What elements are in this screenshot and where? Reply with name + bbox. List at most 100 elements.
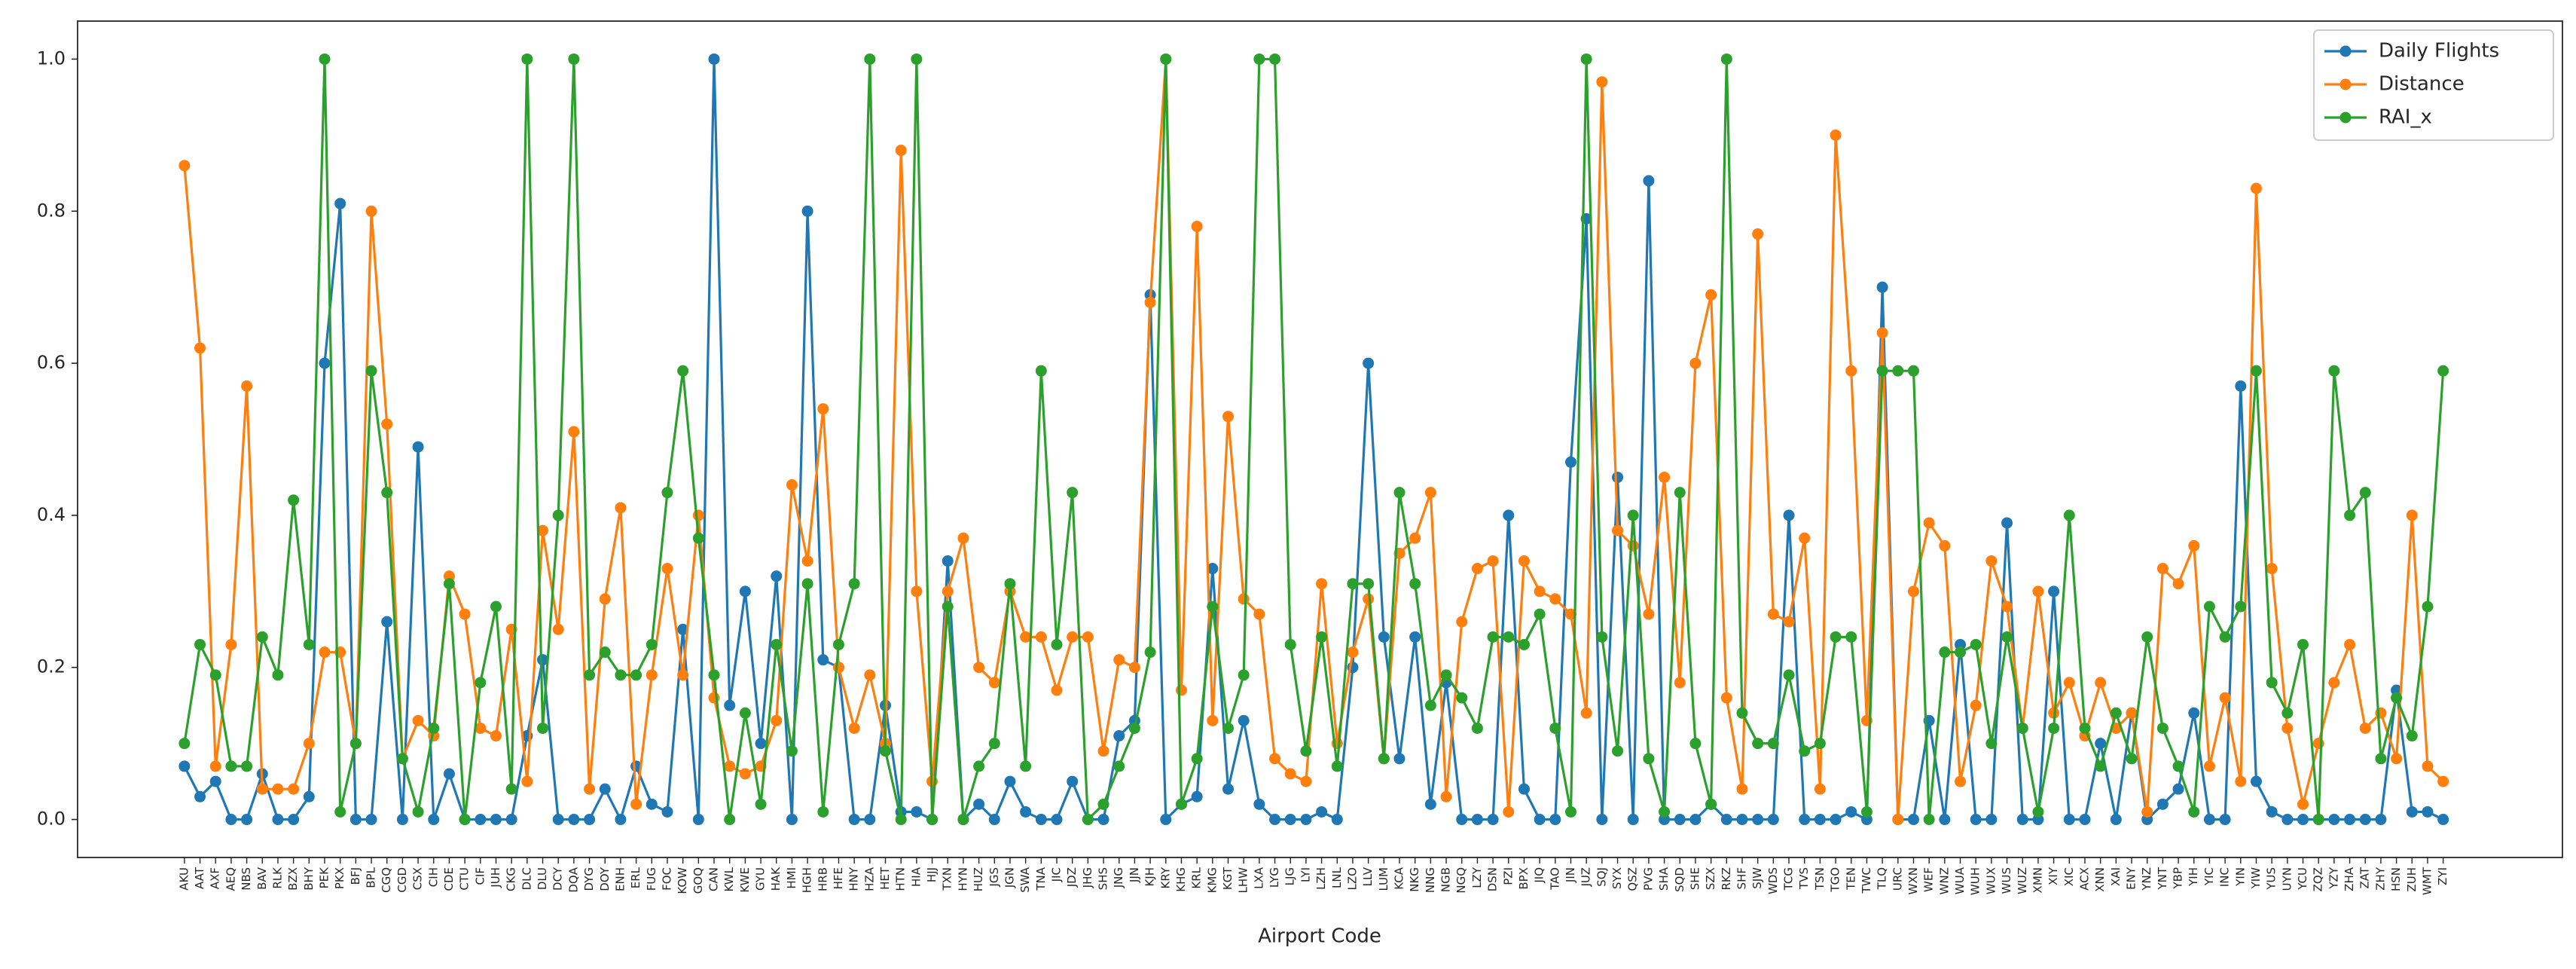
series-marker <box>1347 647 1359 659</box>
series-marker <box>303 790 315 802</box>
x-tick-label: KRL <box>1190 867 1204 888</box>
series-marker <box>1876 365 1888 377</box>
series-marker <box>739 707 751 719</box>
series-marker <box>2079 722 2091 734</box>
x-tick-label: DLC <box>520 867 533 890</box>
series-marker <box>1627 509 1639 521</box>
series-marker <box>2281 814 2294 826</box>
series-marker <box>1300 745 1312 757</box>
series-marker <box>1720 814 1732 826</box>
series-marker <box>2156 563 2169 575</box>
series-marker <box>786 745 798 757</box>
x-tick-label: XAI <box>2109 867 2123 886</box>
series-marker <box>1845 365 1857 377</box>
series-marker <box>319 647 331 659</box>
x-tick-label: HYN <box>956 867 969 891</box>
series-marker <box>2188 540 2200 552</box>
series-marker <box>1612 471 1624 483</box>
series-marker <box>1020 805 1032 818</box>
x-tick-label: WMT <box>2420 867 2434 895</box>
series-marker <box>708 53 720 65</box>
x-tick-label: DQA <box>566 867 580 892</box>
series-marker <box>334 805 346 818</box>
series-marker <box>1113 730 1125 742</box>
series-marker <box>1160 814 1172 826</box>
x-tick-label: TWC <box>1860 867 1873 894</box>
x-tick-label: INC <box>2218 867 2232 887</box>
x-tick-label: LZO <box>1345 867 1359 890</box>
plot-frame <box>77 20 2563 858</box>
x-tick-label: DOY <box>598 867 612 891</box>
series-marker <box>2406 805 2418 818</box>
x-tick-label: JIQ <box>1533 867 1546 884</box>
series-marker <box>724 699 736 711</box>
series-marker <box>2219 631 2231 643</box>
series-marker <box>1144 296 1156 308</box>
series-marker <box>475 814 487 826</box>
series-marker <box>1316 578 1328 590</box>
series-marker <box>1207 601 1219 613</box>
x-tick-label: JDZ <box>1065 867 1079 888</box>
series-marker <box>1393 753 1406 765</box>
series-marker <box>2266 677 2278 689</box>
series-marker <box>1347 578 1359 590</box>
series-marker <box>1035 631 1047 643</box>
x-tick-label: ZHY <box>2373 867 2387 891</box>
legend-label: Distance <box>2379 73 2465 96</box>
x-tick-label: NGQ <box>1454 867 1468 894</box>
x-tick-label: WUH <box>1969 867 1982 895</box>
x-tick-label: KRY <box>1158 867 1172 888</box>
series-marker <box>864 669 876 681</box>
x-tick-label: FUG <box>645 867 658 891</box>
series-marker <box>1082 631 1094 643</box>
series-marker <box>194 342 206 354</box>
series-marker <box>771 714 783 726</box>
series-marker <box>1363 593 1375 605</box>
series-marker <box>1549 593 1561 605</box>
series-marker <box>584 669 596 681</box>
series-marker <box>1814 783 1826 795</box>
series-marker <box>1004 578 1016 590</box>
series-marker <box>911 585 923 598</box>
x-tick-label: ERL <box>629 867 642 888</box>
series-marker <box>2095 677 2107 689</box>
x-tick-label: BZX <box>286 867 300 891</box>
x-tick-label: SHS <box>1097 867 1110 890</box>
series-marker <box>396 814 408 826</box>
series-marker <box>1939 647 1951 659</box>
series-marker <box>1674 677 1686 689</box>
series-marker <box>1097 814 1109 826</box>
series-marker <box>1316 805 1328 818</box>
series-marker <box>365 205 377 217</box>
series-marker <box>817 805 829 818</box>
series-marker <box>1253 53 1265 65</box>
x-tick-label: KWL <box>722 867 736 891</box>
x-tick-label: CGQ <box>380 867 393 893</box>
series-marker <box>1051 638 1063 650</box>
series-marker <box>2095 760 2107 772</box>
series-marker <box>1067 487 1079 499</box>
series-marker <box>179 160 191 172</box>
series-marker <box>2312 814 2324 826</box>
series-marker <box>2328 677 2340 689</box>
series-marker <box>381 418 393 430</box>
series-marker <box>1363 357 1375 369</box>
series-marker <box>412 441 424 453</box>
series-marker <box>209 775 221 787</box>
series-marker <box>349 738 362 750</box>
x-tick-label: HNY <box>847 867 861 891</box>
series-marker <box>1783 669 1795 681</box>
series-marker <box>1860 805 1872 818</box>
series-line <box>183 59 2444 820</box>
series-marker <box>365 814 377 826</box>
series-marker <box>2250 365 2262 377</box>
series-marker <box>895 145 907 157</box>
series-marker <box>848 578 860 590</box>
x-tick-label: SWA <box>1018 867 1032 893</box>
series-marker <box>817 403 829 415</box>
series-marker <box>1378 753 1390 765</box>
series-marker <box>1222 783 1235 795</box>
x-tick-label: WUX <box>1984 867 1998 894</box>
series-marker <box>1207 714 1219 726</box>
series-marker <box>801 205 813 217</box>
